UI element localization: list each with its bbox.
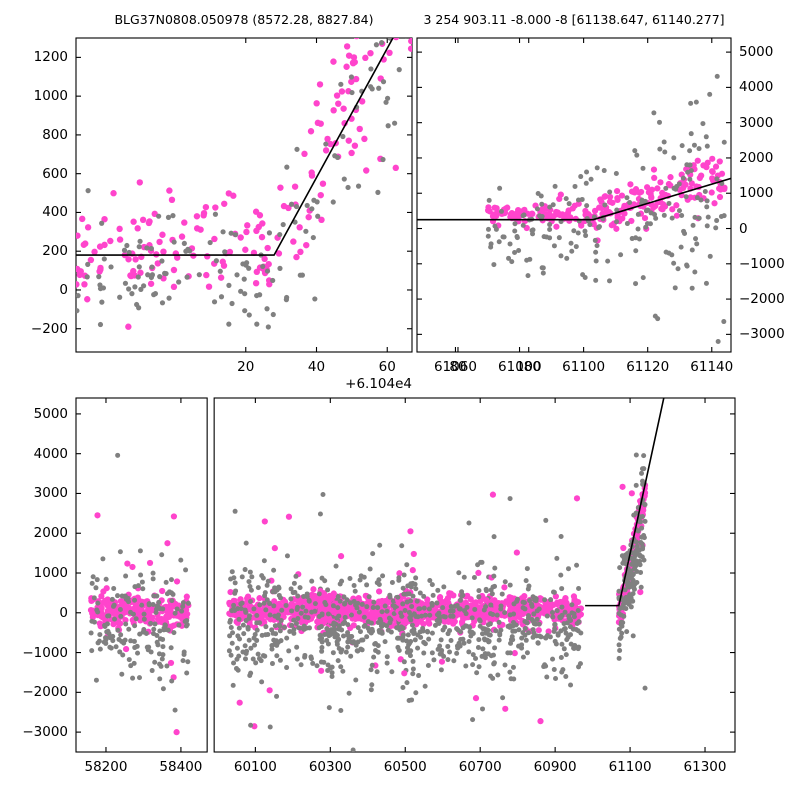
ytick-label-tr-8: 5000 (739, 44, 774, 61)
ytick-label-tl-2: 200 (42, 243, 68, 260)
xtick-label-b-7: 61100 (608, 759, 652, 775)
ytick-label-tl-3: 400 (42, 204, 68, 221)
xtick-label-b-3: 60300 (308, 759, 352, 775)
ytick-label-tr-0: −3000 (739, 326, 785, 343)
ytick-label-tr-3: 0 (739, 220, 748, 237)
ytick-label-b-3: 0 (59, 604, 68, 621)
ytick-label-tr-1: −2000 (739, 291, 785, 308)
xtick-label-tl-4: 100 (515, 359, 542, 375)
xtick-label-tl-3: 80 (449, 359, 467, 375)
xtick-label-tr-1: 61080 (498, 359, 541, 375)
ytick-label-tl-6: 1000 (33, 88, 68, 105)
panel-top-left-x-offset-label: +6.104e4 (345, 376, 412, 392)
ytick-label-tl-0: −200 (30, 320, 68, 337)
ytick-label-b-2: −1000 (22, 644, 68, 661)
xtick-label-b-4: 60500 (383, 759, 427, 775)
xtick-label-tr-4: 61140 (690, 359, 734, 375)
xtick-label-b-6: 60900 (533, 759, 577, 775)
xtick-label-tl-0: 20 (237, 359, 255, 375)
ytick-label-b-8: 5000 (33, 405, 68, 422)
ytick-label-b-7: 4000 (33, 445, 68, 462)
xtick-label-b-8: 61300 (683, 759, 727, 775)
ytick-label-tl-5: 800 (42, 126, 68, 143)
ytick-label-tl-1: 0 (59, 281, 68, 298)
ytick-label-b-4: 1000 (33, 565, 68, 581)
panel-top-left-title: BLG37N0808.050978 (8572.28, 8827.84) (114, 12, 374, 27)
xtick-label-tr-2: 61100 (562, 359, 606, 375)
xtick-label-tr-3: 61120 (626, 359, 670, 375)
ytick-label-tr-4: 1000 (739, 185, 774, 202)
ytick-label-b-5: 2000 (33, 525, 68, 542)
ytick-label-tr-7: 4000 (739, 79, 774, 96)
ytick-label-tl-4: 600 (42, 165, 68, 182)
ytick-label-b-6: 3000 (33, 485, 68, 502)
xtick-label-tr-0: 61060 (433, 359, 477, 375)
xtick-label-b-1: 58400 (159, 759, 203, 775)
xtick-label-tl-2: 60 (378, 359, 396, 375)
xtick-label-tl-1: 40 (307, 359, 326, 375)
ytick-label-b-0: −3000 (22, 724, 68, 741)
panel-top-right[interactable] (416, 37, 732, 353)
ytick-label-tr-2: −1000 (739, 255, 785, 272)
ytick-label-b-1: −2000 (22, 684, 68, 701)
panel-bottom[interactable] (75, 397, 736, 773)
xtick-label-b-5: 60700 (458, 759, 502, 775)
ytick-label-tl-7: 1200 (33, 49, 68, 66)
xtick-label-b-0: 58200 (84, 759, 128, 775)
ytick-label-tr-6: 3000 (739, 114, 774, 131)
panel-top-left[interactable] (73, 0, 530, 353)
xtick-label-b-2: 60100 (233, 759, 277, 775)
panel-top-right-title: 3 254 903.11 -8.000 -8 [61138.647, 61140… (423, 12, 725, 27)
ytick-label-tr-5: 2000 (739, 149, 774, 166)
